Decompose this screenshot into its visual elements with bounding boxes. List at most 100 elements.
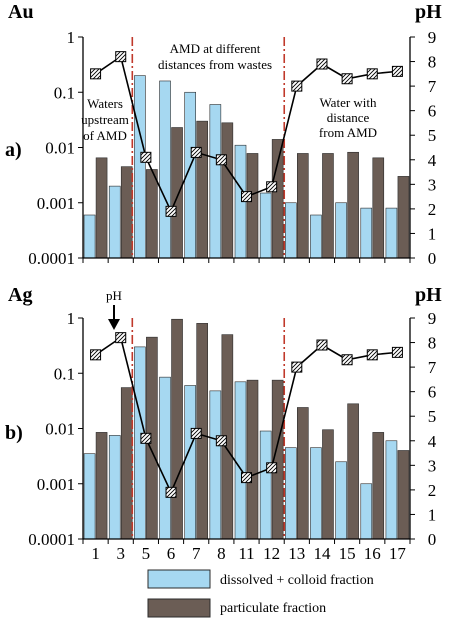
- panel-b-xtick-label-5: 8: [217, 544, 226, 563]
- annotation-middle-line-1: AMD at different: [170, 41, 261, 56]
- panel-a-ytick-label-0: 1: [67, 28, 76, 47]
- panel-b-bar-dissolved-0: [83, 453, 96, 540]
- panel-b-ph-point-9: [316, 339, 328, 351]
- panel-a-bar-dissolved-0: [83, 214, 96, 259]
- panel-b-ph-point-1: [115, 332, 127, 344]
- annotation-middle-line-2: distances from wastes: [158, 57, 272, 72]
- annotation-right-line-2: distance: [327, 110, 370, 125]
- panel-b-bar-particulate-8: [297, 407, 309, 540]
- panel-b-ytick-label-2: 0.01: [45, 420, 75, 439]
- panel-a-y2tick-label-0: 0: [428, 249, 437, 268]
- panel-a-y2tick-label-1: 1: [428, 224, 437, 243]
- panel-b-xtick-label-3: 6: [167, 544, 176, 563]
- panel-b-ph-point-8: [291, 361, 303, 373]
- panel-b-bar-particulate-6: [246, 379, 259, 540]
- panel-a-bar-particulate-11: [372, 157, 385, 259]
- panel-a-ph-point-8: [291, 80, 303, 92]
- panel-b-ph-point-4: [190, 427, 202, 439]
- panel-a-ytick-label-3: 0.001: [37, 194, 75, 213]
- panel-a-y2tick-label-5: 5: [428, 126, 437, 145]
- panel-b-bar-dissolved-1: [108, 435, 121, 540]
- panel-a-bar-dissolved-11: [360, 207, 373, 259]
- ph-arrow-head-icon: [108, 319, 120, 330]
- panel-b-bar-particulate-11: [372, 432, 385, 540]
- panel-b-y2tick-label-6: 6: [428, 383, 437, 402]
- panel-a-label: a): [5, 139, 22, 161]
- panel-b-bar-particulate-9: [322, 429, 334, 540]
- panel-a-y2tick-label-3: 3: [428, 175, 437, 194]
- panel-b-title-left: Ag: [8, 284, 32, 306]
- panel-a-ph-point-7: [266, 181, 278, 193]
- panel-a-ph-point-10: [341, 73, 353, 85]
- annotation-right: Water with distance from AMD: [319, 95, 377, 140]
- panel-a-bar-dissolved-10: [335, 202, 347, 259]
- panel-b-ph-point-2: [140, 432, 152, 444]
- annotation-right-line-1: Water with: [319, 95, 377, 110]
- panel-b-y2tick-label-7: 7: [428, 358, 437, 377]
- panel-a-bar-dissolved-8: [285, 202, 297, 259]
- panel-a-ph-point-5: [215, 154, 227, 166]
- panel-b-bar-particulate-12: [397, 450, 410, 540]
- panel-a-bar-dissolved-3: [159, 80, 171, 259]
- panel-a-ytick-label-4: 0.0001: [28, 249, 75, 268]
- panel-a-ph-point-3: [165, 205, 177, 217]
- panel-a-y2tick-label-2: 2: [428, 200, 437, 219]
- panel-b-bar-dissolved-5: [209, 390, 222, 540]
- panel-b-ph-point-11: [366, 349, 378, 361]
- panel-b-xtick-label-7: 12: [263, 544, 280, 563]
- legend-label-dissolved: dissolved + colloid fraction: [220, 573, 374, 588]
- panel-a-y2tick-label-7: 7: [428, 77, 437, 96]
- panel-a-bar-particulate-4: [196, 120, 208, 259]
- panel-b-bar-dissolved-10: [335, 461, 347, 540]
- panel-b-y2tick-label-5: 5: [428, 407, 437, 426]
- panel-a-bar-particulate-8: [297, 153, 309, 259]
- panel-a-bar-particulate-0: [95, 157, 108, 259]
- panel-b-bar-particulate-10: [347, 403, 359, 540]
- panel-b-ph-point-12: [391, 346, 403, 358]
- panel-a-y2tick-label-6: 6: [428, 102, 437, 121]
- panel-a-ph-point-1: [115, 51, 127, 63]
- panel-b-xtick-label-11: 16: [364, 544, 381, 563]
- panel-a-bar-particulate-7: [271, 139, 284, 259]
- legend: dissolved + colloid fraction particulate…: [147, 569, 374, 618]
- panel-a-title-right: pH: [415, 1, 442, 23]
- panel-a-ytick-label-1: 0.1: [54, 83, 75, 102]
- panel-a-ph-point-4: [190, 146, 202, 158]
- panel-a-ph-point-2: [140, 151, 152, 163]
- panel-a-bar-dissolved-9: [310, 214, 322, 259]
- panel-a-bar-particulate-1: [120, 166, 133, 259]
- panel-a-bar-dissolved-7: [259, 192, 272, 259]
- panel-b-xtick-label-0: 1: [91, 544, 100, 563]
- panel-a-y2tick-label-8: 8: [428, 53, 437, 72]
- panel-b-xtick-label-10: 15: [339, 544, 356, 563]
- panel-a-bar-particulate-12: [397, 176, 410, 259]
- panel-a-bar-particulate-9: [322, 153, 334, 259]
- panel-b-ph-point-5: [215, 435, 227, 447]
- panel-a-title-left: Au: [8, 1, 34, 23]
- panel-b-ytick-label-0: 1: [67, 309, 76, 328]
- panel-b-ph-point-7: [266, 462, 278, 474]
- panel-a-bar-particulate-6: [246, 153, 259, 259]
- panel-a-bar-dissolved-5: [209, 104, 222, 259]
- panel-a-bar-dissolved-12: [385, 207, 398, 259]
- panel-b-xtick-label-12: 17: [389, 544, 407, 563]
- panel-b-bar-particulate-1: [120, 387, 133, 540]
- panel-b-xtick-label-8: 13: [288, 544, 305, 563]
- panel-a-y2tick-label-4: 4: [428, 151, 437, 170]
- panel-a-bar-dissolved-2: [134, 75, 146, 259]
- annotation-right-line-3: from AMD: [319, 125, 377, 140]
- panel-b-xtick-label-6: 11: [238, 544, 254, 563]
- panel-b-ph-point-0: [90, 349, 102, 361]
- panel-b-title-right: pH: [415, 284, 442, 306]
- panel-b-xtick-label-4: 7: [192, 544, 201, 563]
- panel-b-ph-point-6: [241, 472, 252, 484]
- panel-a-ytick-label-2: 0.01: [45, 139, 75, 158]
- panel-a-ph-point-11: [366, 68, 378, 80]
- annotation-left: Waters upstream of AMD: [81, 96, 129, 143]
- ph-arrow-label: pH: [106, 288, 122, 303]
- annotation-left-line-1: Waters: [87, 96, 123, 111]
- panel-b-bar-dissolved-11: [360, 483, 373, 540]
- panel-b-ytick-label-3: 0.001: [37, 475, 75, 494]
- legend-swatch-particulate: [147, 598, 211, 618]
